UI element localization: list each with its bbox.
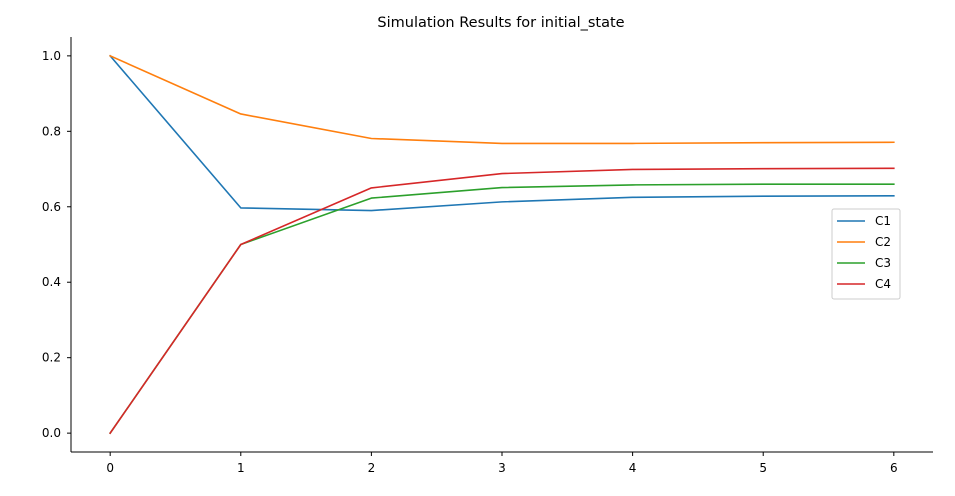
- x-tick-label: 0: [106, 461, 114, 475]
- legend-label-c4: C4: [875, 277, 891, 291]
- y-tick-label: 0.2: [42, 351, 61, 365]
- y-tick-label: 1.0: [42, 49, 61, 63]
- series-line-c3: [109, 183, 895, 435]
- series-line-c1: [109, 54, 895, 212]
- series-line-c2: [109, 54, 895, 145]
- x-tick-label: 3: [498, 461, 506, 475]
- series-line-c4: [109, 167, 895, 435]
- y-tick-label: 0.6: [42, 200, 61, 214]
- series-lines: [109, 54, 895, 435]
- x-tick-label: 6: [890, 461, 898, 475]
- x-tick-label: 2: [368, 461, 376, 475]
- x-tick-label: 5: [759, 461, 767, 475]
- legend-label-c3: C3: [875, 256, 891, 270]
- x-tick-label: 4: [629, 461, 637, 475]
- y-tick-label: 0.8: [42, 124, 61, 138]
- chart-title: Simulation Results for initial_state: [377, 15, 624, 31]
- y-tick-label: 0.4: [42, 275, 61, 289]
- y-tick-label: 0.0: [42, 426, 61, 440]
- x-tick-label: 1: [237, 461, 245, 475]
- legend-box: [831, 208, 901, 300]
- ticks: 0 1 2 3 4 5 6 0.0 0.2 0.4 0.6 0.8 1.0: [42, 49, 898, 475]
- legend: C1 C2 C3 C4: [831, 208, 901, 300]
- legend-label-c2: C2: [875, 235, 891, 249]
- axes: [70, 37, 933, 453]
- legend-label-c1: C1: [875, 214, 891, 228]
